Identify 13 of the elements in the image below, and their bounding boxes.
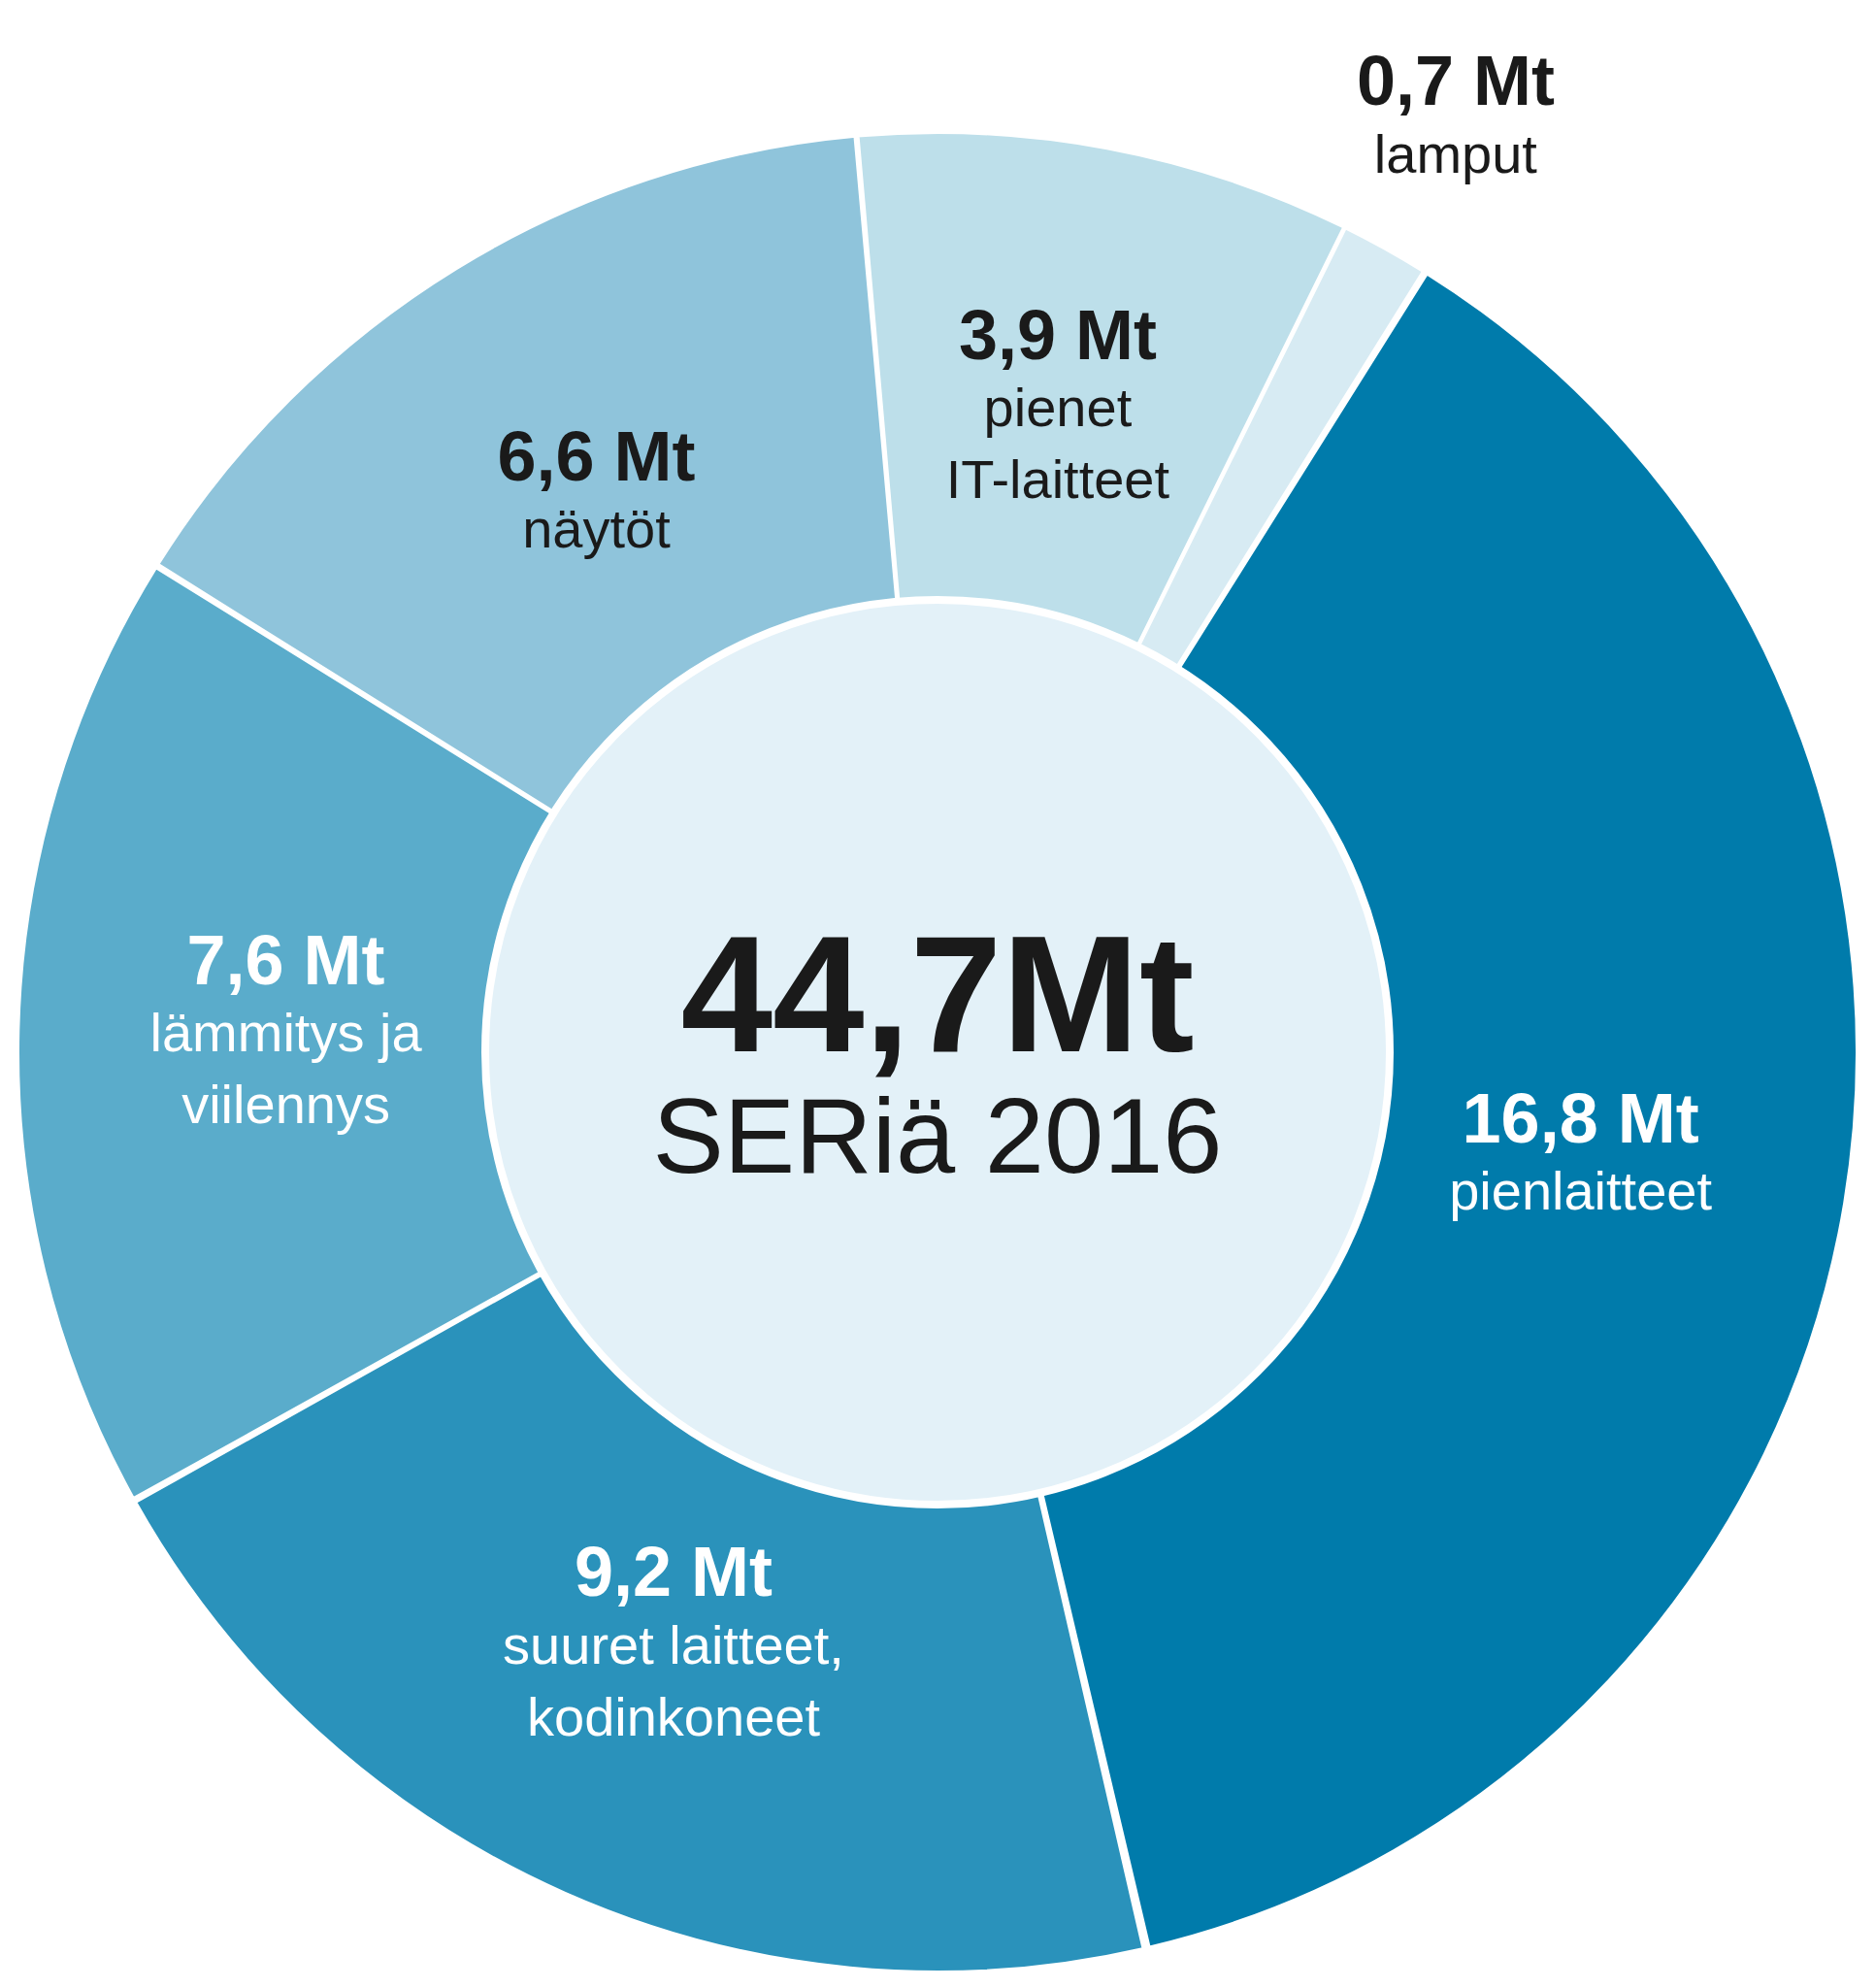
slice-label: näytöt xyxy=(522,498,672,560)
data-label: 0,7 Mt xyxy=(1356,42,1555,120)
data-label: 6,6 Mt xyxy=(497,416,696,495)
data-label: 7,6 Mt xyxy=(186,920,385,999)
data-label: 3,9 Mt xyxy=(958,295,1157,374)
text: 44,7Mt xyxy=(680,901,1195,1086)
slice-label: lämmitys ja viilennys xyxy=(149,1002,423,1136)
slice-label: lamput xyxy=(1373,122,1538,184)
slice-label: pienlaitteet xyxy=(1449,1160,1713,1222)
data-label: 9,2 Mt xyxy=(574,1532,773,1610)
slice-label: pienet IT-laitteet xyxy=(945,377,1170,511)
slice-label: suuret laitteet, kodinkoneet xyxy=(503,1613,844,1747)
data-label: 16,8 Mt xyxy=(1462,1078,1699,1157)
